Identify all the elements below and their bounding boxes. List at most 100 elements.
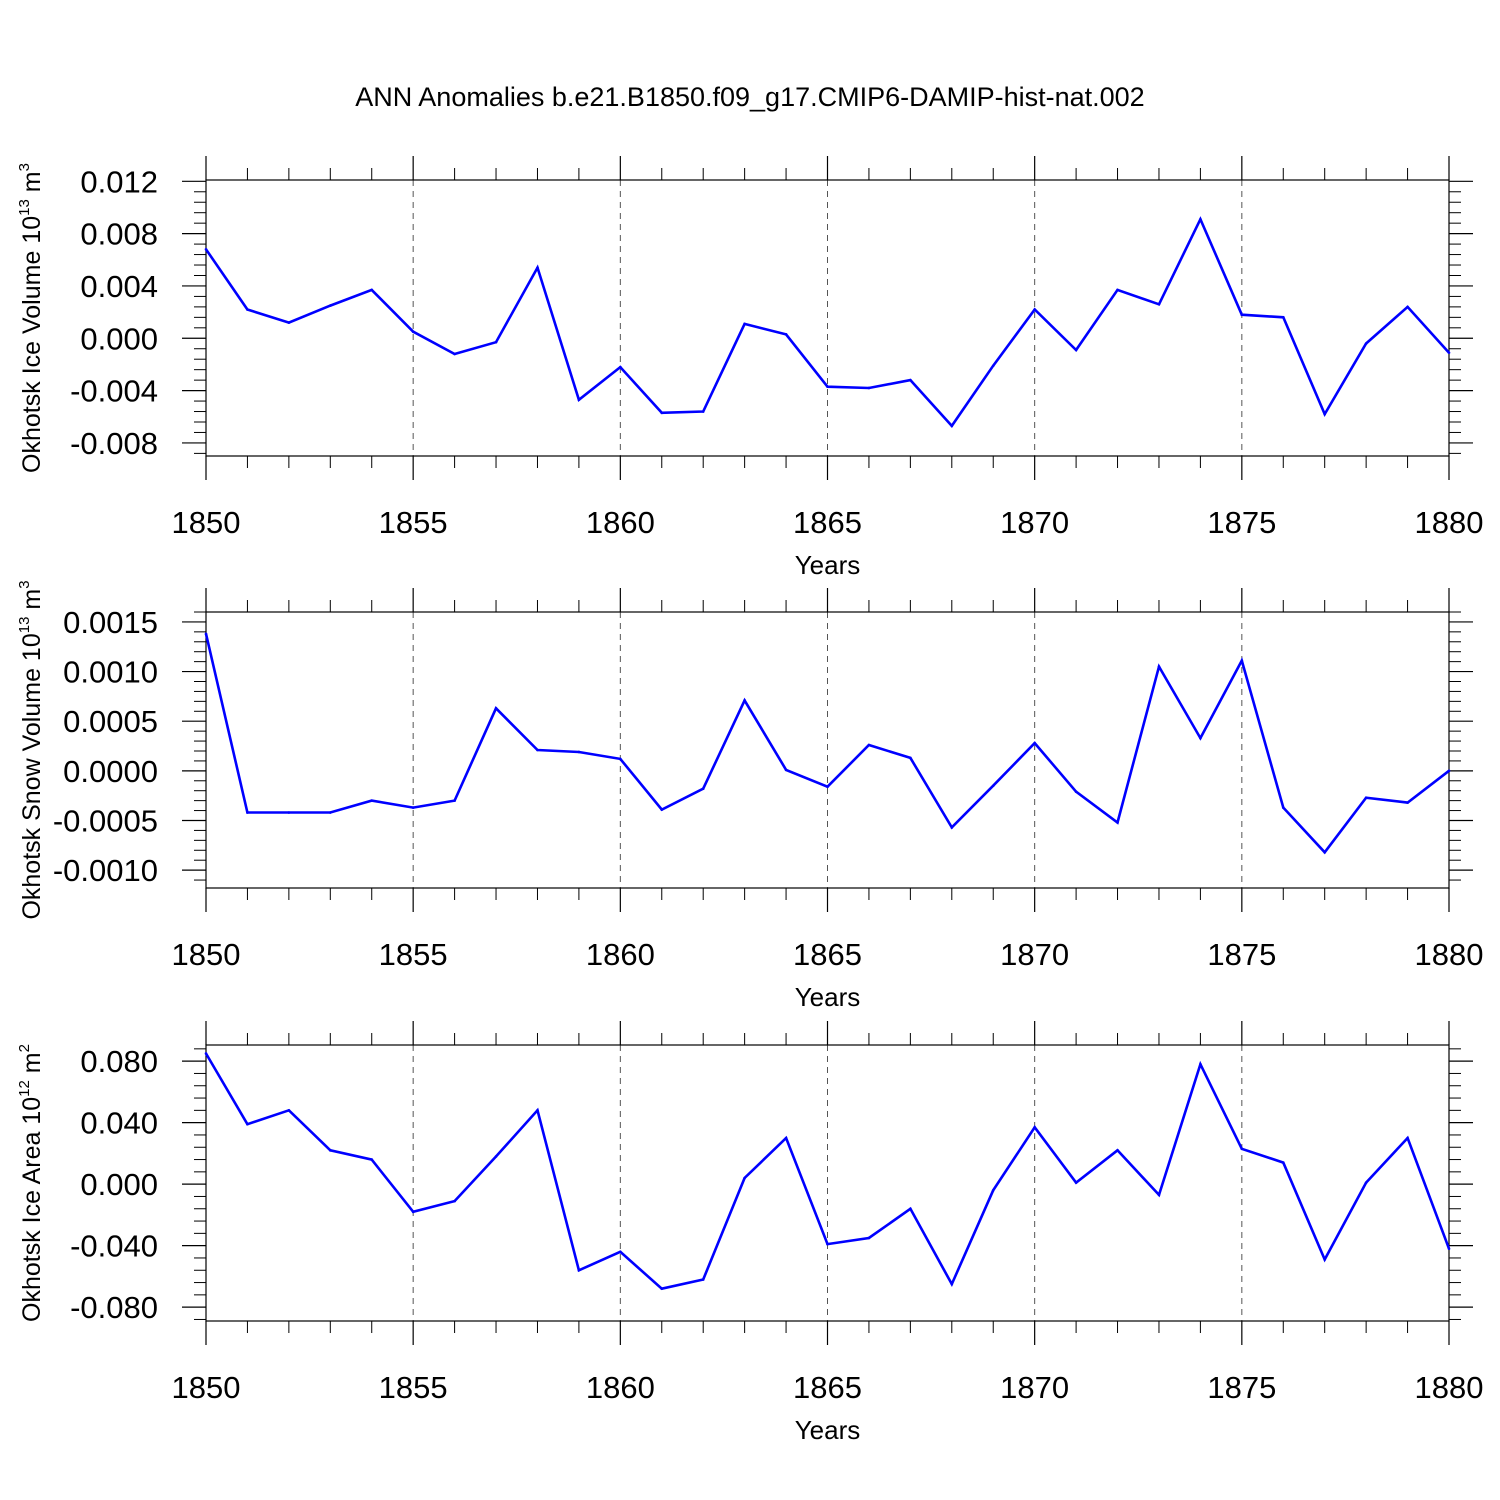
data-point (204, 1052, 208, 1055)
y-axis-label-unit: m (18, 1052, 46, 1080)
x-tick-label: 1875 (1207, 937, 1276, 972)
data-point (1199, 1062, 1202, 1066)
data-point (1116, 821, 1119, 824)
data-point (370, 1158, 374, 1161)
data-point (287, 811, 291, 814)
y-tick-label: 0.0015 (63, 605, 158, 640)
panels: 0.012 0.008 0.004 0.000 -0.004 -0.008 1850 1855… (16, 156, 1483, 1445)
x-tick-label: 1880 (1415, 505, 1484, 540)
x-tick-label: 1860 (586, 937, 655, 972)
data-point (784, 768, 788, 772)
data-point (1033, 1125, 1036, 1129)
y-tick-label: 0.000 (80, 1167, 158, 1202)
x-tick-label: 1880 (1415, 1370, 1484, 1405)
x-axis-label: Years (795, 982, 861, 1012)
y-tick-label: 0.0000 (63, 754, 158, 789)
data-point (1406, 801, 1409, 804)
data-point (1406, 1136, 1409, 1140)
data-point (453, 1199, 456, 1203)
data-point (950, 424, 954, 428)
data-point (826, 1242, 829, 1246)
y-tick-label: -0.008 (70, 426, 158, 461)
data-point (453, 799, 456, 802)
y-axis-label-prefix: Okhotsk Ice Area 10 (18, 1097, 46, 1322)
data-point (991, 1189, 995, 1192)
data-point (1323, 1258, 1326, 1261)
x-tick-label: 1855 (379, 937, 448, 972)
data-point (1447, 351, 1451, 354)
figure-title: ANN Anomalies b.e21.B1850.f09_g17.CMIP6-… (355, 82, 1144, 112)
data-point (246, 308, 249, 311)
y-axis-label: Okhotsk Ice Volume 1013 m3 (16, 163, 46, 473)
data-point (867, 743, 871, 747)
x-tick-label: 1870 (1000, 937, 1069, 972)
data-point (619, 1250, 622, 1254)
y-tick-label: 0.080 (80, 1044, 158, 1079)
data-point (1157, 1193, 1161, 1197)
data-point (1364, 796, 1368, 799)
data-point (1116, 288, 1119, 292)
x-tick-label: 1850 (172, 1370, 241, 1405)
x-tick-label: 1880 (1415, 937, 1484, 972)
data-point (536, 266, 539, 269)
chart-panel-1: 0.012 0.008 0.004 0.000 -0.004 -0.008 1850 1855… (16, 156, 1483, 580)
data-point (1323, 850, 1326, 854)
data-point (204, 248, 208, 251)
x-tick-label: 1865 (793, 937, 862, 972)
data-point (743, 322, 746, 326)
y-tick-label: -0.0005 (53, 803, 158, 838)
x-tick-label: 1855 (379, 1370, 448, 1405)
y-axis-label-unit: m (18, 171, 46, 199)
y-axis-label: Okhotsk Snow Volume 1013 m3 (16, 580, 46, 919)
y-tick-label: 0.004 (80, 269, 158, 304)
data-point (1406, 305, 1409, 309)
data-point (287, 321, 291, 324)
data-point (494, 340, 498, 344)
data-point (867, 386, 871, 390)
chart-panel-3: 0.080 0.040 0.000 -0.040 -0.080 1850 1855 1860 1… (16, 1021, 1483, 1445)
x-tick-label: 1865 (793, 1370, 862, 1405)
data-point (1199, 217, 1202, 221)
data-point (660, 808, 664, 811)
data-point (577, 750, 581, 754)
data-point (329, 811, 332, 814)
y-tick-label: 0.012 (80, 164, 158, 199)
y-axis-label-exp: 12 (16, 1080, 33, 1097)
data-point (701, 410, 705, 413)
y-axis-label-unit: m (18, 589, 46, 617)
data-point (329, 1149, 332, 1152)
data-point (287, 1109, 291, 1112)
data-point (1074, 348, 1078, 352)
data-point (909, 756, 912, 760)
y-tick-label: -0.080 (70, 1290, 158, 1325)
data-point (619, 757, 622, 761)
data-point (826, 385, 829, 388)
y-tick-label: 0.008 (80, 217, 158, 252)
y-tick-label: 0.040 (80, 1106, 158, 1141)
x-axis-label: Years (795, 550, 861, 580)
x-tick-label: 1875 (1207, 505, 1276, 540)
y-tick-label: -0.040 (70, 1229, 158, 1264)
data-point (660, 1287, 664, 1291)
data-point (246, 1122, 249, 1126)
data-point (411, 330, 415, 334)
data-point (494, 707, 498, 710)
x-tick-label: 1870 (1000, 505, 1069, 540)
data-point (1157, 302, 1161, 306)
data-point (743, 699, 746, 702)
data-point (950, 1282, 954, 1286)
data-point (411, 806, 415, 809)
data-point (909, 378, 912, 382)
data-point (453, 352, 456, 356)
data-point (701, 787, 705, 791)
data-point (370, 799, 374, 802)
data-point (660, 411, 664, 415)
y-axis-label-unit-exp: 3 (16, 580, 33, 588)
data-point (1240, 313, 1244, 317)
x-tick-label: 1850 (172, 505, 241, 540)
y-tick-label: 0.0005 (63, 704, 158, 739)
data-point (1281, 316, 1285, 319)
data-point (370, 288, 374, 292)
x-tick-label: 1855 (379, 505, 448, 540)
